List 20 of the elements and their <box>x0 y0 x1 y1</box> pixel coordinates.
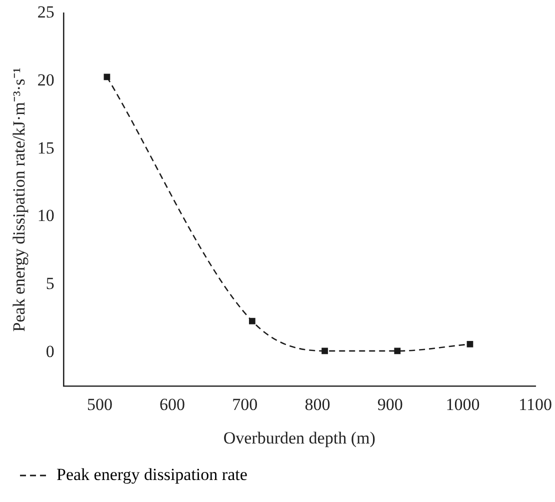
y-tick-label: 15 <box>37 138 54 158</box>
x-tick-label: 1000 <box>446 394 480 414</box>
y-tick-label: 25 <box>37 2 54 22</box>
x-tick-label: 500 <box>86 394 112 414</box>
y-tick-label: 5 <box>46 274 54 293</box>
x-tick-label: 1100 <box>518 394 552 414</box>
y-tick-label: 0 <box>46 342 54 361</box>
x-tick-label: 800 <box>304 394 330 414</box>
point <box>466 340 474 348</box>
x-tick-label: 700 <box>232 394 258 414</box>
y-axis-title: Peak energy dissipation rate/kJ·m⁻³·s⁻¹ <box>10 68 29 332</box>
x-axis-title: Overburden depth (m) <box>223 428 376 448</box>
point <box>248 318 256 324</box>
y-tick-label: 10 <box>37 206 54 226</box>
x-tick-label: 600 <box>160 394 186 414</box>
point <box>394 348 401 354</box>
y-tick-label: 20 <box>37 70 54 90</box>
legend-label: Peak energy dissipation rate <box>56 464 248 484</box>
x-tick-label: 900 <box>377 394 403 414</box>
point <box>322 348 328 354</box>
